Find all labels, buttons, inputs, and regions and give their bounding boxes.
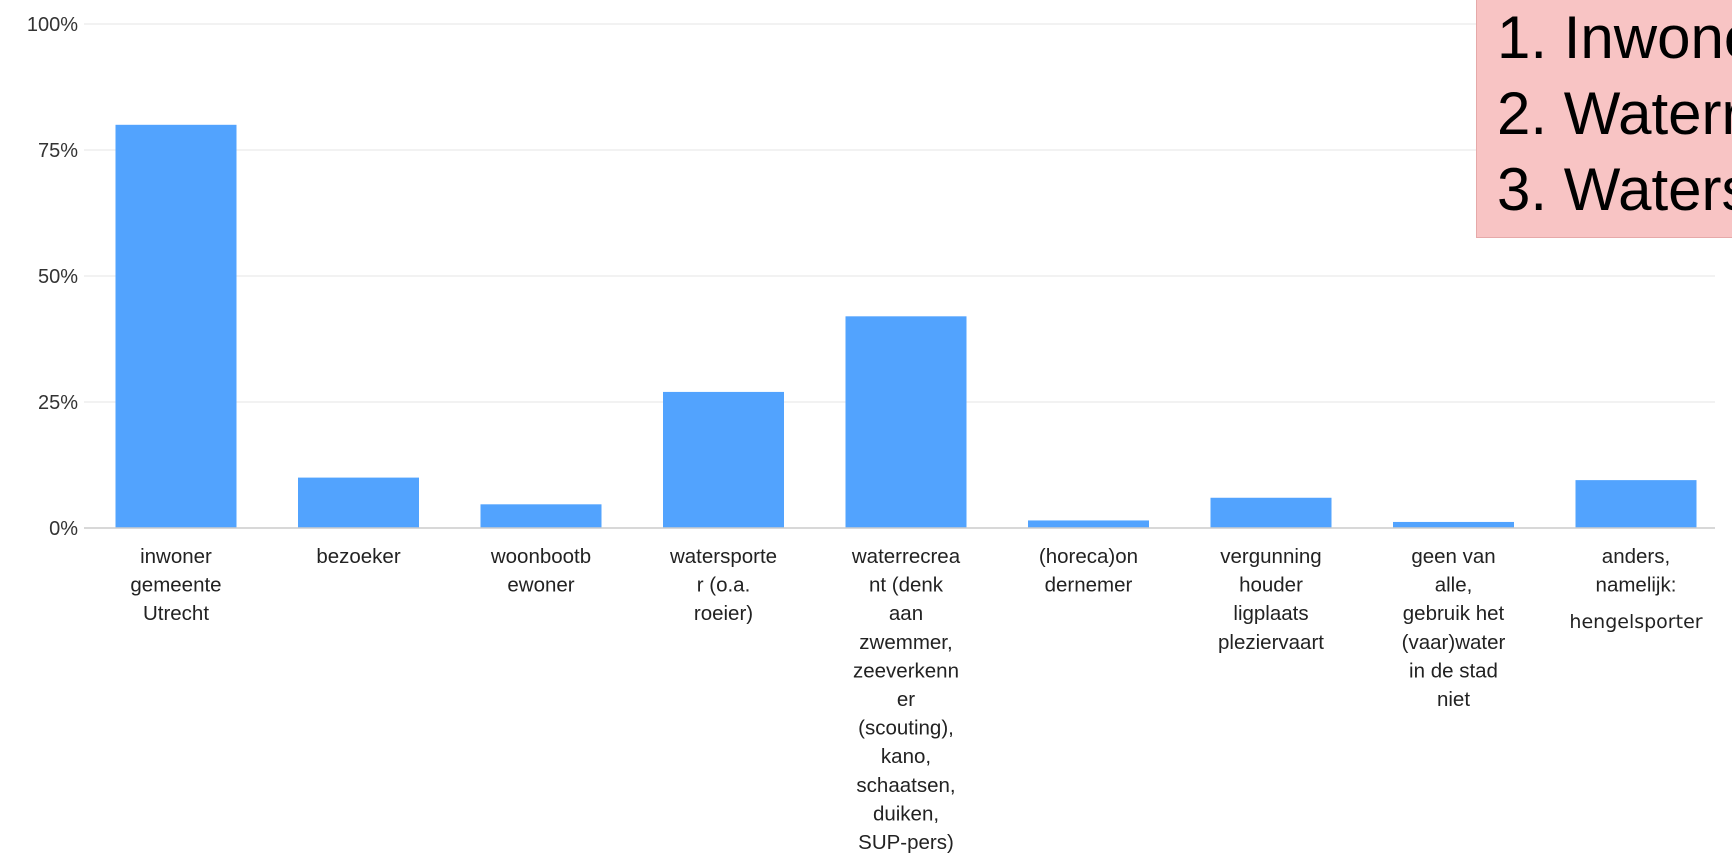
x-tick-label-line: r (o.a. — [697, 574, 751, 597]
x-tick-label-line: anders, — [1602, 545, 1670, 568]
bar — [298, 477, 419, 528]
y-axis-ticks: 0% 25% 50% 75% 100% — [27, 14, 78, 540]
x-tick-label-line: houder — [1239, 574, 1303, 597]
x-tick-label-line: Utrecht — [143, 602, 209, 625]
x-tick-label: waterrecrea nt (denk aan zwemmer, zeeverkenn… — [851, 545, 961, 854]
x-tick-label: geen van alle, gebruik het (vaar)water in de… — [1402, 545, 1506, 711]
x-tick-label-line: nt (denk — [869, 574, 944, 597]
x-tick-label-line: geen van — [1411, 545, 1495, 568]
x-tick-label-line: in de stad — [1409, 659, 1498, 682]
bar — [1393, 521, 1514, 528]
y-tick-label: 100% — [27, 14, 78, 36]
x-tick-label-line: zeeverkenn — [853, 659, 959, 682]
callout-line-2: 2. Waterrecreant — [1497, 80, 1732, 147]
x-tick-label-line: schaatsen, — [856, 774, 955, 797]
x-tick-label-line: vergunning — [1220, 545, 1321, 568]
x-tick-label-line: woonbootb — [490, 545, 591, 568]
x-tick-label: woonbootb ewoner — [490, 545, 591, 597]
legend-callout-box: 1. Inwoner 2. Waterrecreant 3. Waterspor… — [1476, 0, 1732, 238]
bar — [115, 124, 237, 529]
x-tick-label-line: er — [897, 688, 915, 711]
x-tick-label-line: roeier) — [694, 602, 753, 625]
x-tick-label-line: niet — [1437, 688, 1470, 711]
x-tick-label-line: pleziervaart — [1218, 631, 1324, 654]
x-tick-label: bezoeker — [316, 545, 401, 568]
bar — [663, 391, 784, 528]
callout-line-1: 1. Inwoner — [1497, 4, 1732, 71]
x-tick-label: (horeca)on dernemer — [1039, 545, 1138, 597]
x-tick-label-line: bezoeker — [316, 545, 401, 568]
bar — [1210, 497, 1332, 528]
callout-line-3: 3. Watersporter — [1497, 156, 1732, 223]
x-tick-label-line: SUP-pers) — [858, 831, 954, 854]
x-tick-label-line: ewoner — [507, 574, 574, 597]
x-tick-label-line: zwemmer, — [859, 631, 952, 654]
x-tick-label-line: kano, — [881, 745, 931, 768]
x-tick-label-line: ligplaats — [1233, 602, 1308, 625]
y-tick-label: 25% — [38, 392, 78, 414]
x-tick-label-line: aan — [889, 602, 923, 625]
x-tick-label-line: (scouting), — [858, 717, 954, 740]
x-tick-label-line: duiken, — [873, 802, 939, 825]
x-tick-label-line: dernemer — [1045, 574, 1133, 597]
bar — [1028, 520, 1149, 528]
x-tick-label-line: hengelsporter — [1569, 611, 1702, 633]
x-tick-label: watersporte r (o.a. roeier) — [669, 545, 777, 625]
x-tick-label-line: namelijk: — [1596, 574, 1677, 597]
x-tick-label-line: gebruik het — [1403, 602, 1505, 625]
x-tick-label-line: waterrecrea — [851, 545, 961, 568]
x-axis-labels: inwoner gemeente Utrecht bezoeker woonbootb e… — [130, 545, 1702, 854]
bar — [1575, 480, 1697, 528]
bar — [845, 316, 967, 528]
bar — [480, 504, 602, 528]
x-tick-label-line: gemeente — [130, 574, 221, 597]
x-tick-label-line: (vaar)water — [1402, 631, 1506, 654]
x-tick-label-line: inwoner — [140, 545, 212, 568]
x-tick-label: inwoner gemeente Utrecht — [130, 545, 221, 625]
bars — [115, 124, 1697, 529]
y-tick-label: 0% — [49, 518, 78, 540]
x-tick-label-line: (horeca)on — [1039, 545, 1138, 568]
x-tick-label-line: alle, — [1435, 574, 1473, 597]
x-tick-label: vergunning houder ligplaats pleziervaart — [1218, 545, 1324, 654]
x-tick-label: anders, namelijk: hengelsporter — [1569, 545, 1702, 633]
y-tick-label: 75% — [38, 140, 78, 162]
y-tick-label: 50% — [38, 266, 78, 288]
x-tick-label-line: watersporte — [669, 545, 777, 568]
